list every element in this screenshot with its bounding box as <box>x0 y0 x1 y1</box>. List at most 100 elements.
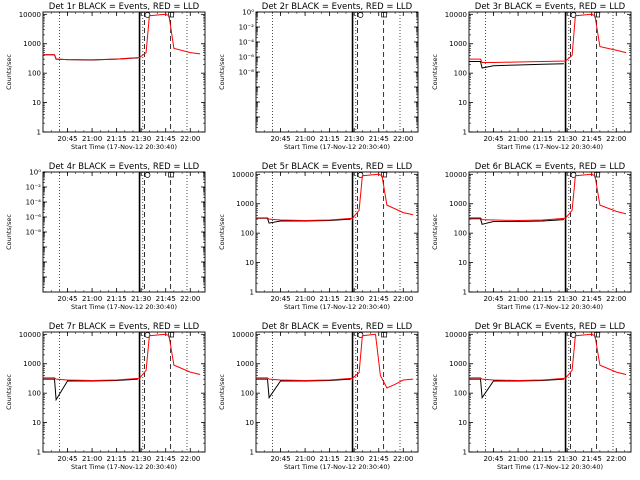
attenuator-marker <box>381 12 387 18</box>
det-panel-6: Det 6r BLACK = Events, RED = LLD 1 10 100 10… <box>431 162 632 311</box>
y-tick-label: 10⁻² <box>26 184 42 192</box>
attenuator-marker <box>594 332 600 338</box>
y-tick-label: 10000 <box>232 171 254 179</box>
x-tick-label: 21:15 <box>107 455 127 463</box>
attenuator-marker <box>570 12 577 18</box>
y-tick-label: 100 <box>241 390 254 398</box>
x-tick-label: 21:30 <box>557 295 577 303</box>
y-tick-label: 1000 <box>449 360 467 368</box>
y-axis-label: Counts/sec <box>218 54 226 90</box>
y-tick-label: 10⁻⁶ <box>26 214 42 222</box>
y-tick-label: 10⁻⁸ <box>26 229 42 237</box>
panel-title: Det 9r BLACK = Events, RED = LLD <box>475 322 626 332</box>
attenuator-marker <box>357 12 364 18</box>
attenuator-marker <box>168 172 174 178</box>
det-panel-2: Det 2r BLACK = Events, RED = LLD 10⁰ 10⁻² 1… <box>218 2 419 151</box>
plot-frame <box>42 171 206 293</box>
x-axis-label: Start Time (17-Nov-12 20:30:40) <box>497 303 603 311</box>
x-tick-label: 21:30 <box>557 455 577 463</box>
y-tick-label: 10 <box>458 99 467 107</box>
y-tick-label: 10⁻⁴ <box>26 199 42 207</box>
y-tick-label: 100 <box>28 70 41 78</box>
x-tick-label: 22:00 <box>393 135 413 143</box>
x-tick-label: 21:00 <box>82 295 102 303</box>
x-tick-label: 22:00 <box>606 295 626 303</box>
y-tick-label: 10⁻⁶ <box>239 54 255 62</box>
plot-frame <box>255 331 419 453</box>
x-tick-label: 21:30 <box>131 455 151 463</box>
y-tick-label: 1000 <box>236 200 254 208</box>
x-axis-label: Start Time (17-Nov-12 20:30:40) <box>497 143 603 151</box>
plot-frame <box>255 11 419 133</box>
lld-series-line <box>469 13 627 63</box>
lld-series-line <box>43 333 201 382</box>
lld-series-line <box>469 173 627 222</box>
x-tick-label: 21:15 <box>320 455 340 463</box>
plot-frame <box>42 11 206 133</box>
plot-frame <box>255 171 419 293</box>
x-tick-label: 22:00 <box>180 135 200 143</box>
panel-title: Det 1r BLACK = Events, RED = LLD <box>49 2 200 12</box>
attenuator-marker <box>168 332 174 338</box>
y-axis-label: Counts/sec <box>5 374 13 410</box>
attenuator-marker <box>144 332 151 338</box>
y-tick-label: 100 <box>28 390 41 398</box>
x-tick-label: 20:45 <box>57 455 77 463</box>
x-tick-label: 21:00 <box>508 135 528 143</box>
det-panel-7: Det 7r BLACK = Events, RED = LLD 1 10 100 10… <box>5 322 206 471</box>
x-tick-label: 21:00 <box>295 295 315 303</box>
panel-title: Det 8r BLACK = Events, RED = LLD <box>262 322 413 332</box>
x-axis-label: Start Time (17-Nov-12 20:30:40) <box>497 463 603 471</box>
x-tick-label: 21:45 <box>369 135 389 143</box>
attenuator-marker <box>357 332 364 338</box>
attenuator-marker <box>144 12 151 18</box>
x-tick-label: 22:00 <box>180 295 200 303</box>
y-tick-label: 10 <box>458 259 467 267</box>
y-tick-label: 100 <box>454 230 467 238</box>
x-tick-label: 21:00 <box>508 295 528 303</box>
panel-title: Det 7r BLACK = Events, RED = LLD <box>49 322 200 332</box>
y-tick-label: 10 <box>32 419 41 427</box>
y-tick-label: 10 <box>32 99 41 107</box>
y-axis-label: Counts/sec <box>218 214 226 250</box>
events-series-line <box>43 378 138 402</box>
x-tick-label: 21:45 <box>582 295 602 303</box>
x-tick-label: 21:30 <box>131 135 151 143</box>
y-axis-label: Counts/sec <box>431 54 439 90</box>
y-axis-label: Counts/sec <box>431 374 439 410</box>
y-tick-label: 10000 <box>232 331 254 339</box>
y-axis-label: Counts/sec <box>431 214 439 250</box>
x-tick-label: 21:30 <box>131 295 151 303</box>
x-tick-label: 22:00 <box>393 455 413 463</box>
attenuator-marker <box>594 172 600 178</box>
plot-frame <box>42 331 206 453</box>
y-tick-label: 10000 <box>445 331 467 339</box>
y-tick-label: 1000 <box>449 40 467 48</box>
x-tick-label: 21:30 <box>557 135 577 143</box>
x-axis-label: Start Time (17-Nov-12 20:30:40) <box>284 463 390 471</box>
x-tick-label: 20:45 <box>57 295 77 303</box>
lld-series-line <box>469 333 627 382</box>
det-panel-3: Det 3r BLACK = Events, RED = LLD 1 10 100 10… <box>431 2 632 151</box>
y-tick-label: 1 <box>37 449 41 457</box>
attenuator-marker <box>357 172 364 178</box>
y-tick-label: 100 <box>454 70 467 78</box>
lld-series-line <box>256 173 414 222</box>
y-tick-label: 10⁰ <box>242 9 254 17</box>
y-tick-label: 100 <box>241 230 254 238</box>
x-tick-label: 21:15 <box>533 455 553 463</box>
attenuator-marker <box>594 12 600 18</box>
det-panel-5: Det 5r BLACK = Events, RED = LLD 1 10 100 10… <box>218 162 419 311</box>
y-tick-label: 1 <box>463 129 467 137</box>
y-tick-label: 1 <box>250 449 254 457</box>
attenuator-marker <box>144 172 151 178</box>
det-panel-9: Det 9r BLACK = Events, RED = LLD 1 10 100 10… <box>431 322 632 471</box>
x-tick-label: 22:00 <box>606 455 626 463</box>
x-axis-label: Start Time (17-Nov-12 20:30:40) <box>71 303 177 311</box>
x-tick-label: 21:15 <box>320 135 340 143</box>
panel-title: Det 2r BLACK = Events, RED = LLD <box>262 2 413 12</box>
x-axis-label: Start Time (17-Nov-12 20:30:40) <box>284 303 390 311</box>
y-tick-label: 10 <box>245 419 254 427</box>
x-tick-label: 21:45 <box>156 135 176 143</box>
